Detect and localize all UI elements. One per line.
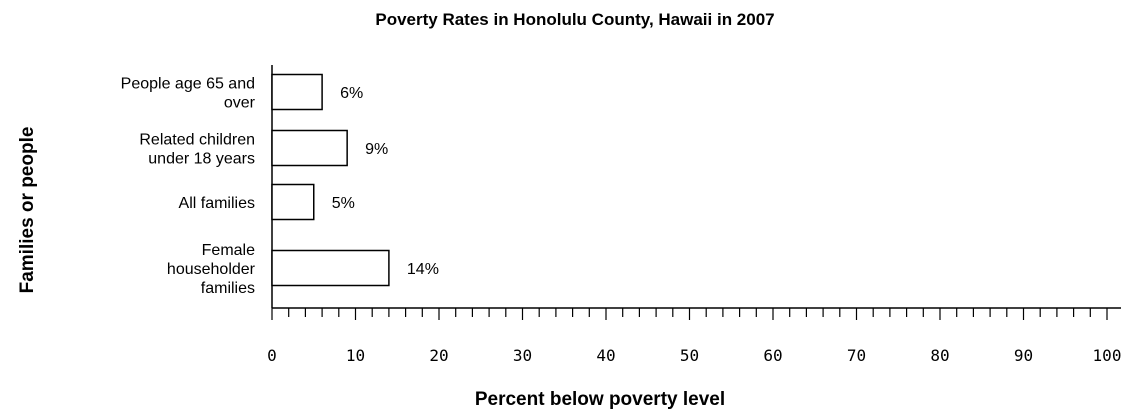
x-tick-label: 100: [1093, 346, 1122, 365]
category-label: Female householder families: [167, 242, 256, 297]
bar: [271, 129, 348, 167]
x-tick-label: 30: [513, 346, 532, 365]
category-label-line: over: [224, 95, 256, 112]
x-tick-label: 70: [847, 346, 866, 365]
x-tick-label: 80: [930, 346, 949, 365]
category-label: All families: [179, 195, 255, 212]
x-tick-label: 0: [267, 346, 277, 365]
x-tick-label: 20: [429, 346, 448, 365]
category-label-line: Female: [202, 242, 255, 259]
category-label-line: All families: [179, 195, 255, 212]
plot-area: 0 10 20 30 40 50 60 70 80 90 100 6% People age 65 an…: [121, 65, 1122, 365]
data-label: 6%: [340, 85, 363, 102]
x-tick-label: 40: [596, 346, 615, 365]
category-label-line: People age 65 and: [121, 76, 255, 93]
category-label: Related children under 18 years: [139, 132, 255, 168]
x-tick-label: 10: [346, 346, 365, 365]
data-label: 5%: [332, 195, 355, 212]
x-axis-title: Percent below poverty level: [475, 389, 725, 410]
y-axis-title: Families or people: [17, 127, 38, 294]
data-label: 9%: [365, 141, 388, 158]
chart-title: Poverty Rates in Honolulu County, Hawaii…: [375, 10, 774, 29]
category-label-line: householder: [167, 261, 256, 278]
data-label: 14%: [407, 261, 439, 278]
category-label-line: Related children: [139, 132, 255, 149]
bar: [271, 249, 390, 287]
category-label-line: under 18 years: [148, 151, 255, 168]
bar: [271, 183, 315, 221]
category-label-line: families: [201, 280, 255, 297]
x-tick-label: 90: [1014, 346, 1033, 365]
x-tick-label: 60: [763, 346, 782, 365]
category-label: People age 65 and over: [121, 76, 256, 112]
x-tick-label: 50: [680, 346, 699, 365]
bar: [271, 73, 323, 111]
